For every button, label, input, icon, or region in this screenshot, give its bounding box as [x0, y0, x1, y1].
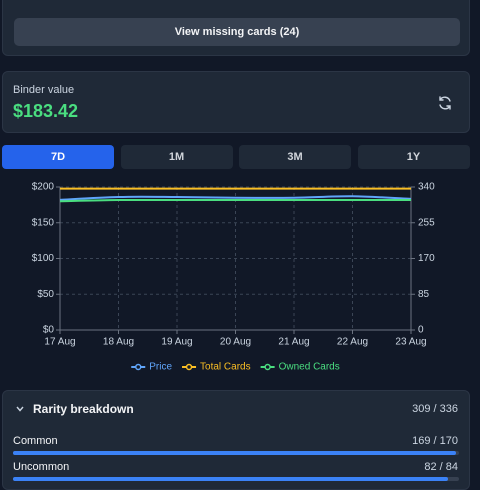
y-tick-label: $150 [32, 217, 55, 228]
series-line [59, 195, 412, 201]
legend-marker [134, 363, 142, 371]
x-tick-label: 21 Aug [278, 337, 309, 348]
y2-tick-label: 0 [418, 325, 424, 336]
refresh-icon[interactable] [437, 95, 453, 111]
legend-marker [264, 363, 271, 371]
legend-label: Price [149, 362, 172, 373]
x-tick-label: 22 Aug [337, 337, 368, 348]
progress-track [13, 477, 459, 481]
progress-fill [13, 451, 457, 455]
progress-track [13, 451, 459, 455]
legend-marker [185, 363, 193, 371]
rarity-card: Rarity breakdown 309 / 336 Common 169 / 1… [2, 390, 470, 490]
y-tick-label: $200 [32, 182, 55, 193]
rarity-count: 309 / 336 [412, 403, 458, 415]
binder-card: Binder value $183.42 [2, 71, 470, 133]
rarity-name: Uncommon [13, 461, 70, 473]
x-tick-label: 18 Aug [103, 337, 134, 348]
page: View missing cards (24) Binder value $18… [2, 0, 470, 490]
binder-value: $183.42 [13, 101, 79, 121]
x-tick-label: 17 Aug [44, 337, 75, 348]
y2-tick-label: 255 [418, 217, 435, 228]
range-tab[interactable]: 7D [2, 145, 114, 169]
rarity-name: Common [13, 435, 58, 447]
y2-tick-label: 85 [418, 289, 430, 300]
rarity-count: 82 / 84 [424, 461, 458, 473]
rarity-title: Rarity breakdown [33, 402, 134, 416]
series-line [59, 198, 411, 203]
x-tick-label: 20 Aug [220, 337, 251, 348]
range-tab[interactable]: 1M [120, 145, 233, 169]
y-tick-label: $100 [32, 253, 55, 264]
x-tick-label: 19 Aug [161, 337, 192, 348]
y2-tick-label: 170 [418, 253, 435, 264]
legend-label: Total Cards [200, 362, 251, 373]
legend-label: Owned Cards [279, 362, 340, 373]
chevron-icon[interactable] [15, 404, 25, 414]
missing-card: View missing cards (24) [2, 0, 470, 56]
view-missing-button[interactable]: View missing cards (24) [14, 18, 460, 46]
rarity-count: 169 / 170 [412, 435, 458, 447]
range-tab[interactable]: 1Y [357, 145, 470, 169]
binder-label: Binder value [13, 84, 75, 96]
range-tab[interactable]: 3M [239, 145, 351, 169]
chart: $0 $50 $100 $150 $200 0 85 170 255 340 17 Aug 18 Au… [32, 182, 435, 373]
y-tick-label: $0 [43, 325, 55, 336]
y-tick-label: $50 [37, 289, 54, 300]
y2-tick-label: 340 [418, 182, 435, 193]
progress-fill [13, 477, 449, 481]
x-tick-label: 23 Aug [395, 337, 426, 348]
